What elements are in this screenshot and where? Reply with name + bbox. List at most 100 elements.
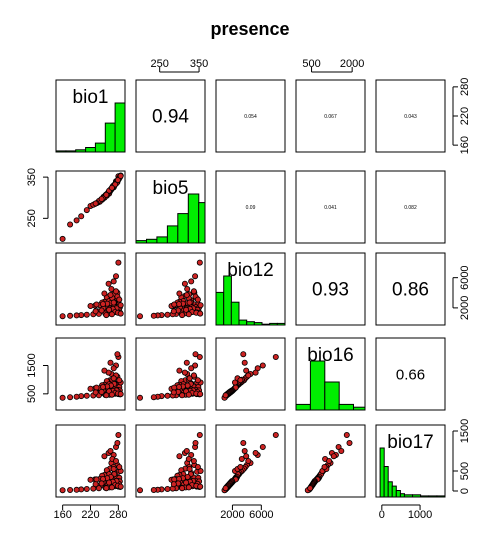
data-point: [240, 351, 247, 358]
data-point: [186, 375, 193, 382]
tick-label: 350: [26, 168, 38, 186]
variable-label: bio12: [227, 260, 274, 281]
data-point: [185, 455, 192, 462]
histogram-bar: [399, 493, 405, 498]
data-point: [117, 391, 124, 398]
panel-frame: [55, 337, 126, 411]
data-point: [107, 291, 114, 298]
data-point: [87, 385, 94, 392]
data-point: [192, 273, 199, 280]
tick-label: 6000: [249, 509, 273, 521]
tick-label: 500: [302, 58, 320, 70]
data-point: [171, 384, 178, 391]
data-point: [194, 463, 201, 470]
tick-label: 6000: [459, 265, 471, 289]
data-point: [190, 372, 197, 379]
data-point: [93, 384, 100, 391]
histogram-bar: [324, 381, 340, 411]
data-point: [241, 447, 248, 454]
tick-label: 1000: [408, 509, 432, 521]
data-point: [108, 391, 115, 398]
data-point: [83, 207, 90, 214]
data-point: [238, 455, 245, 462]
correlation-value: 0.054: [244, 114, 257, 120]
histogram-bar: [428, 495, 438, 498]
correlation-value: 0.041: [324, 205, 337, 211]
data-point: [321, 463, 328, 470]
data-point: [196, 259, 203, 266]
data-point: [67, 486, 74, 493]
data-point: [150, 312, 157, 319]
data-point: [272, 431, 279, 438]
panel-frame: [295, 79, 366, 153]
panel-frame: [55, 424, 126, 498]
data-point: [179, 392, 186, 399]
data-point: [105, 280, 112, 287]
data-point: [93, 476, 100, 483]
data-point: [197, 310, 204, 317]
data-point: [326, 457, 333, 464]
data-point: [67, 312, 74, 319]
data-point: [186, 465, 193, 472]
data-point: [136, 487, 143, 494]
data-point: [183, 306, 190, 313]
tick-label: 0: [459, 488, 471, 494]
correlation-value: 0.66: [396, 366, 425, 383]
data-point: [196, 431, 203, 438]
data-point: [222, 392, 229, 399]
data-point: [78, 213, 85, 220]
data-point: [113, 288, 120, 295]
data-point: [98, 480, 105, 487]
correlation-value: 0.94: [152, 107, 189, 128]
panel-frame: [135, 79, 206, 153]
histogram-bar: [238, 319, 248, 326]
tick-label: 280: [459, 78, 471, 96]
variable-label: bio5: [153, 178, 189, 199]
correlation-value: 0.93: [312, 280, 349, 301]
data-point: [196, 353, 203, 360]
data-point: [184, 382, 191, 389]
histogram-bar: [166, 225, 179, 244]
histogram-bar: [223, 275, 232, 326]
histogram-bar: [198, 202, 206, 244]
data-point: [98, 195, 105, 202]
correlation-value: 0.067: [324, 114, 337, 120]
data-point: [192, 362, 199, 369]
correlation-value: 0.86: [392, 280, 429, 301]
data-point: [335, 443, 342, 450]
data-point: [110, 278, 117, 285]
histogram-bar: [85, 147, 96, 153]
tick-label: 350: [190, 58, 208, 70]
data-point: [183, 479, 190, 486]
data-point: [243, 453, 250, 460]
tick-label: 220: [459, 107, 471, 125]
histogram-bar: [353, 406, 366, 411]
data-point: [100, 383, 107, 390]
data-point: [183, 447, 190, 454]
tick-label: 500: [459, 462, 471, 480]
data-point: [190, 288, 197, 295]
data-point: [194, 296, 201, 303]
data-point: [259, 443, 266, 450]
data-point: [192, 439, 199, 446]
data-point: [259, 362, 266, 369]
data-point: [113, 273, 120, 280]
chart-title: presence: [210, 19, 289, 39]
data-point: [108, 184, 115, 191]
tick-label: 500: [26, 385, 38, 403]
data-point: [188, 365, 195, 372]
tick-label: 2000: [220, 509, 244, 521]
data-point: [117, 172, 124, 179]
histogram-bar: [379, 447, 385, 498]
histogram-bar: [246, 321, 255, 326]
data-point: [185, 391, 192, 398]
data-point: [116, 377, 123, 384]
histogram-bar: [55, 150, 67, 153]
data-point: [241, 359, 248, 366]
panel-frame: [375, 79, 446, 153]
data-point: [101, 290, 108, 297]
data-point: [117, 302, 124, 309]
correlation-value: 0.082: [404, 205, 417, 211]
data-point: [183, 359, 190, 366]
data-point: [176, 290, 183, 297]
